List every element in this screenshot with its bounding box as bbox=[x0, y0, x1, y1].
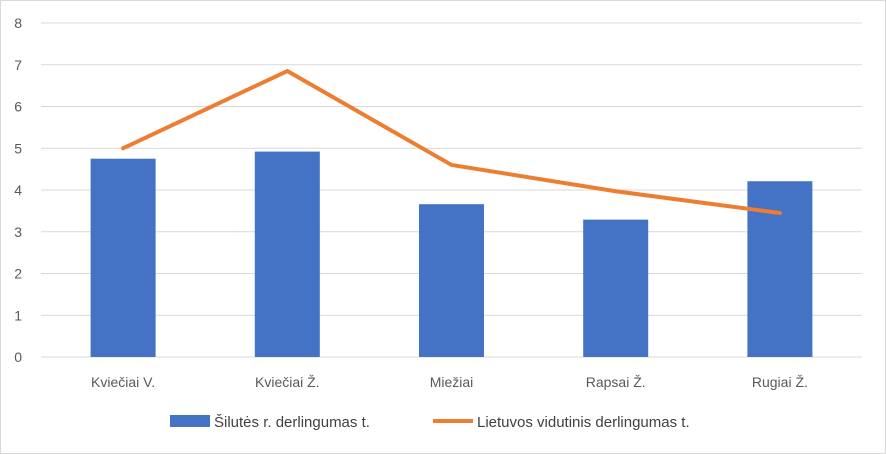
y-tick-label: 6 bbox=[14, 99, 22, 115]
y-tick-label: 8 bbox=[14, 15, 22, 31]
line-point bbox=[615, 190, 617, 192]
x-tick-label: Kviečiai V. bbox=[91, 374, 155, 390]
bar-series bbox=[90, 151, 813, 357]
gridlines bbox=[41, 22, 862, 358]
legend: Šilutės r. derlingumas t. Lietuvos vidut… bbox=[170, 414, 690, 431]
y-tick-label: 2 bbox=[14, 266, 22, 282]
bar bbox=[90, 158, 156, 357]
y-tick-label: 1 bbox=[14, 307, 22, 323]
y-tick-label: 5 bbox=[14, 140, 22, 156]
y-tick-label: 7 bbox=[14, 57, 22, 73]
bar bbox=[747, 181, 813, 357]
line-point bbox=[286, 70, 288, 72]
x-tick-label: Rapsai Ž. bbox=[586, 374, 646, 390]
bar bbox=[583, 219, 649, 357]
legend-label-line: Lietuvos vidutinis derlingumas t. bbox=[477, 414, 690, 431]
x-tick-label: Miežiai bbox=[430, 374, 474, 390]
x-tick-label: Kviečiai Ž. bbox=[255, 374, 320, 390]
y-tick-label: 4 bbox=[14, 182, 22, 198]
y-tick-label: 0 bbox=[14, 349, 22, 365]
x-tick-label: Rugiai Ž. bbox=[752, 374, 808, 390]
line-series bbox=[121, 69, 782, 215]
bar bbox=[254, 151, 320, 357]
y-axis-ticks: 0 1 2 3 4 5 6 7 8 bbox=[14, 15, 22, 365]
series-line bbox=[121, 69, 782, 215]
legend-label-bars: Šilutės r. derlingumas t. bbox=[214, 414, 370, 431]
line-point bbox=[451, 164, 452, 166]
legend-swatch-bars bbox=[170, 415, 210, 427]
bar bbox=[419, 204, 484, 357]
line-point bbox=[779, 212, 781, 214]
y-tick-label: 3 bbox=[14, 224, 22, 240]
line-point bbox=[122, 147, 124, 149]
x-axis-ticks: Kviečiai V. Kviečiai Ž. Miežiai Rapsai Ž. Ru… bbox=[91, 374, 808, 390]
